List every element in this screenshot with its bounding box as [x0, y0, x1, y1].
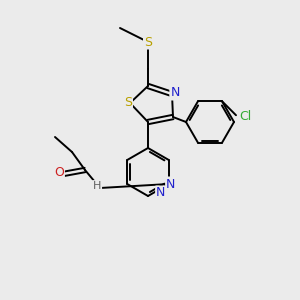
- Text: N: N: [156, 187, 166, 200]
- Text: S: S: [124, 97, 132, 110]
- Text: O: O: [54, 167, 64, 179]
- Text: N: N: [170, 86, 180, 100]
- Text: Cl: Cl: [239, 110, 251, 123]
- Text: S: S: [144, 35, 152, 49]
- Text: N: N: [166, 178, 176, 190]
- Text: H: H: [93, 181, 101, 191]
